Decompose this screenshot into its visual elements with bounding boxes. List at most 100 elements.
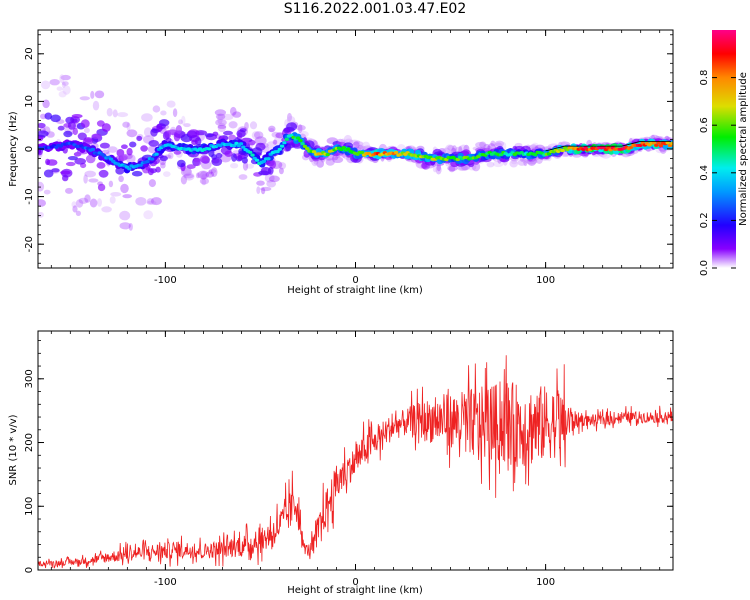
spectrogram-noise-blob [178,119,183,125]
spectrogram-noise-blob [251,131,261,140]
spectrogram-cloud-blob [165,137,172,142]
spectrogram-cloud-blob [44,112,53,120]
spectrogram-peak-blob [145,160,150,164]
spectrogram-peak-blob [455,157,460,162]
spectrogram-noise-blob [201,178,207,186]
colorbar-tick-label: 0.2 [699,212,710,228]
spectrogram-noise-blob [146,200,157,205]
spectrogram-peak-blob [302,144,308,148]
spectrogram-noise-blob [210,167,218,178]
spectrogram-noise-blob [287,112,292,122]
spectrogram-cloud-blob [65,161,76,167]
spectrogram-cloud-blob [186,164,196,170]
spectrogram-noise-blob [523,158,528,167]
spectrogram-noise-blob [278,167,284,175]
spectrogram-noise-blob [242,161,249,171]
spectrogram-peak-blob [583,146,588,150]
spectrogram-cloud-blob [269,159,277,169]
y-tick-label: 300 [24,369,35,388]
spectrogram-noise-blob [71,201,77,208]
spectrogram-cloud-blob [126,147,133,156]
spectrogram-noise-blob [245,163,254,169]
spectrogram-peak-blob [546,152,552,156]
spectrogram-peak-blob [241,145,246,149]
spectrogram-noise-blob [150,197,162,206]
spectrogram-peak-blob [282,141,287,145]
spectrogram-peak-blob [254,158,260,162]
spectrogram-cloud-blob [51,168,60,173]
spectrogram-noise-blob [172,108,178,118]
spectrogram-noise-blob [475,141,486,148]
spectrogram-noise-blob [521,157,527,163]
spectrogram-cloud-blob [115,167,125,175]
y-tick-label: -10 [24,188,35,204]
spectrogram-peak-blob [295,136,301,140]
spectrogram-noise-blob [201,174,207,180]
spectrogram-peak-blob [670,141,673,146]
spectrogram-cloud-blob [136,135,143,142]
spectrogram-noise-blob [118,175,124,183]
spectrogram-noise-blob [75,210,81,216]
spectrogram-noise-blob [166,100,176,108]
spectrogram-noise-blob [183,173,194,179]
spectrogram-noise-blob [266,179,277,188]
spectrogram-cloud-blob [224,150,233,157]
colorbar-tick-label: 0.6 [699,117,710,133]
spectrogram-noise-blob [38,211,44,218]
spectrogram-noise-blob [228,121,238,129]
spectrogram-cloud-blob [72,127,79,136]
spectrogram-noise-blob [146,198,155,205]
spectrogram-noise-blob [295,124,306,131]
spectrogram-noise-blob [62,81,69,86]
spectrogram-noise-blob [486,161,495,168]
snr-ticks: -100 0 100 0 100 200 300 [24,331,673,588]
spectrogram-noise-blob [316,160,325,168]
spectrogram-noise-blob [195,172,200,179]
figure-title: S116.2022.001.03.47.E02 [283,1,467,17]
spectrogram-cloud-blob [212,131,219,137]
spectrogram-noise-blob [42,99,50,109]
spectrogram-peak-blob [149,157,155,161]
spectrogram-noise-blob [286,116,296,125]
spectrogram-heatmap [38,74,673,231]
spectrogram-peak-blob [238,142,244,146]
spectrogram-cloud-blob [193,157,202,167]
spectrogram-noise-blob [494,140,505,147]
y-tick-label: 20 [24,47,35,60]
spectrogram-noise-blob [83,127,90,134]
spectrogram-peak-blob [266,157,271,161]
spectrogram-noise-blob [167,152,174,160]
spectrogram-peak-blob [654,143,659,147]
spectrogram-noise-blob [436,162,441,172]
spectrogram-cloud-blob [50,114,61,123]
spectrogram-cloud-blob [38,135,44,142]
spectrogram-cloud-blob [211,157,223,167]
spectrogram-noise-blob [61,81,66,88]
spectrogram-cloud-blob [223,130,233,136]
spectrogram-noise-blob [362,141,370,150]
spectrogram-noise-blob [352,141,360,149]
spectrogram-noise-blob [112,109,118,118]
spectrogram-noise-blob [83,174,88,184]
spectrogram-noise-blob [49,79,60,86]
spectrogram-noise-blob [183,172,195,181]
spectrogram-noise-blob [116,112,129,118]
spectrogram-peak-blob [127,167,132,171]
colorbar-label: Normalized spectral amplitude [738,72,749,226]
spectrogram-noise-blob [358,144,363,150]
snr-series-line [38,355,673,569]
spectrogram-noise-blob [126,129,138,138]
spectrogram-cloud-blob [199,155,210,164]
spectrogram-noise-blob [448,165,456,173]
colorbar-tick-label: 0.0 [699,260,710,276]
spectrogram-noise-blob [490,140,496,147]
spectrogram-peak-blob [325,153,330,157]
spectrogram-peak-blob [108,157,114,161]
spectrogram-noise-blob [511,159,518,165]
spectrogram-cloud-blob [173,132,181,142]
spectrogram-noise-blob [135,197,147,206]
spectrogram-noise-blob [79,96,91,101]
spectrogram-noise-blob [230,163,239,169]
